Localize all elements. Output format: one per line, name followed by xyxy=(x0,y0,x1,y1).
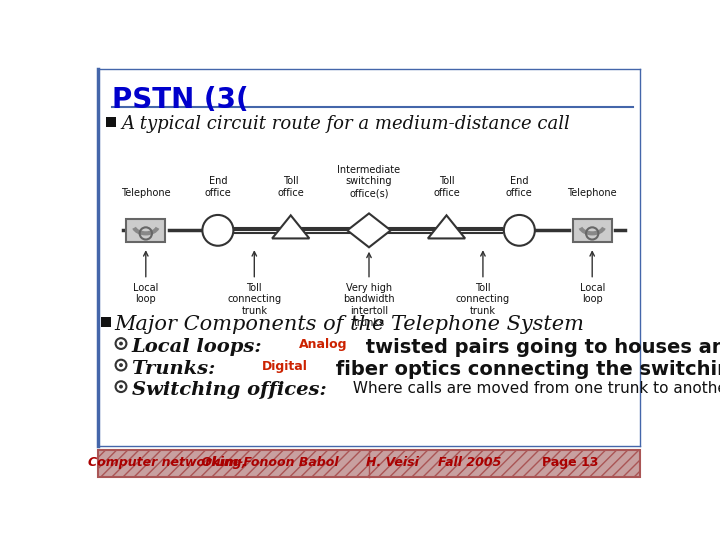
Text: Page 13: Page 13 xyxy=(542,456,599,469)
Polygon shape xyxy=(428,215,465,239)
Text: Olum-Fonoon Babol: Olum-Fonoon Babol xyxy=(197,456,339,469)
Text: H. Veisi: H. Veisi xyxy=(366,456,419,469)
Polygon shape xyxy=(347,213,391,247)
Text: Trunks:: Trunks: xyxy=(132,360,222,377)
Circle shape xyxy=(119,342,123,346)
Text: Local
loop: Local loop xyxy=(580,283,605,305)
Text: Local
loop: Local loop xyxy=(133,283,158,305)
Text: Local loops:: Local loops: xyxy=(132,338,269,356)
Text: Switching offices:: Switching offices: xyxy=(132,381,333,399)
Text: Toll
office: Toll office xyxy=(433,177,460,198)
Text: Toll
connecting
trunk: Toll connecting trunk xyxy=(228,283,282,316)
Text: Telephone: Telephone xyxy=(567,188,617,198)
Text: A typical circuit route for a medium-distance call: A typical circuit route for a medium-dis… xyxy=(121,115,570,133)
Text: Where calls are moved from one trunk to another: Where calls are moved from one trunk to … xyxy=(348,381,720,396)
Text: Computer networking,: Computer networking, xyxy=(89,456,247,469)
Text: Major Components of the Telephone System: Major Components of the Telephone System xyxy=(114,315,585,334)
Text: Analog: Analog xyxy=(299,338,347,351)
FancyBboxPatch shape xyxy=(127,219,165,242)
Polygon shape xyxy=(272,215,310,239)
Text: Digital: Digital xyxy=(262,360,308,373)
Text: End
office: End office xyxy=(506,177,533,198)
Text: Fall 2005: Fall 2005 xyxy=(438,456,501,469)
Bar xyxy=(106,117,116,127)
Text: Intermediate
switching
office(s): Intermediate switching office(s) xyxy=(338,165,400,198)
Circle shape xyxy=(202,215,233,246)
Circle shape xyxy=(119,363,123,367)
Bar xyxy=(101,316,111,327)
Text: PSTN (3(: PSTN (3( xyxy=(112,86,248,114)
Text: Very high
bandwidth
intertoll
trunks: Very high bandwidth intertoll trunks xyxy=(343,283,395,327)
Text: End
office: End office xyxy=(204,177,231,198)
Bar xyxy=(98,450,640,477)
Text: Toll
connecting
trunk: Toll connecting trunk xyxy=(456,283,510,316)
Circle shape xyxy=(504,215,535,246)
FancyBboxPatch shape xyxy=(573,219,611,242)
Text: fiber optics connecting the switching offices: fiber optics connecting the switching of… xyxy=(328,360,720,379)
Text: Telephone: Telephone xyxy=(121,188,171,198)
Circle shape xyxy=(119,384,123,389)
Text: twisted pairs going to houses and businesses: twisted pairs going to houses and busine… xyxy=(359,338,720,357)
Text: Toll
office: Toll office xyxy=(277,177,304,198)
